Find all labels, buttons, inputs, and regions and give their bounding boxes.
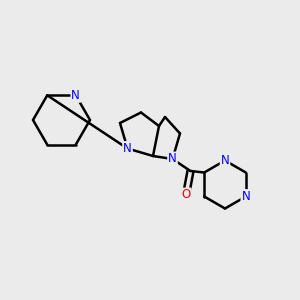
Text: N: N <box>71 89 80 102</box>
Text: N: N <box>220 154 230 167</box>
Text: N: N <box>242 190 250 203</box>
Text: N: N <box>168 152 177 166</box>
Text: N: N <box>123 142 132 155</box>
Text: O: O <box>182 188 190 202</box>
